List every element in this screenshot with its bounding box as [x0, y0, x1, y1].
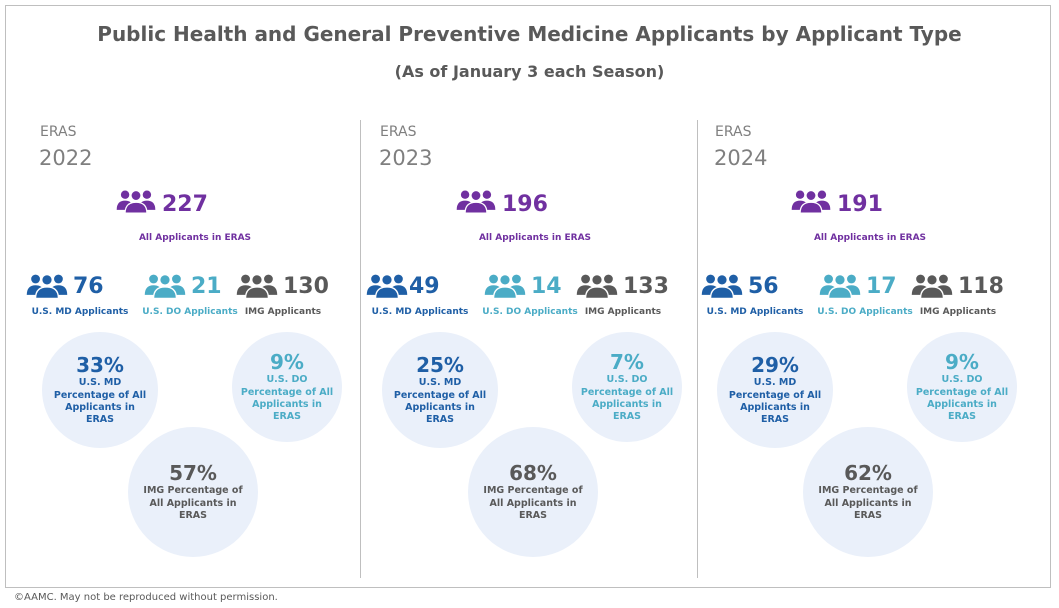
group-value: 56 [748, 274, 779, 299]
people-icon [25, 272, 69, 300]
percentage-circle: 57% IMG Percentage of All Applicants in E… [128, 427, 258, 557]
people-icon [818, 272, 862, 300]
people-icon [235, 272, 279, 300]
percentage-label: IMG Percentage of All Applicants in ERAS [818, 485, 918, 522]
percentage-value: 62% [844, 461, 892, 486]
percentage-circle: 29% U.S. MD Percentage of All Applicants … [717, 332, 833, 448]
icon-graphic [366, 273, 408, 300]
frame [5, 5, 1051, 588]
group-label: U.S. DO Applicants [142, 307, 238, 317]
group-label: IMG Applicants [584, 307, 662, 317]
system-label: ERAS [715, 124, 752, 140]
total-label: All Applicants in ERAS [813, 233, 927, 243]
percentage-circle: 9% U.S. DO Percentage of All Applicants i… [907, 332, 1017, 442]
percentage-value: 7% [610, 350, 644, 375]
group-value: 76 [73, 274, 104, 299]
year-label: 2024 [714, 146, 768, 170]
people-icon [483, 272, 527, 300]
footer: ©AAMC. May not be reproduced without per… [14, 592, 278, 603]
group-label: U.S. MD Applicants [31, 307, 129, 317]
icon-graphic [576, 273, 618, 300]
percentage-label: IMG Percentage of All Applicants in ERAS [483, 485, 583, 522]
total-label: All Applicants in ERAS [478, 233, 592, 243]
group-label: U.S. MD Applicants [371, 307, 469, 317]
people-icon [575, 272, 619, 300]
people-icon [365, 272, 409, 300]
percentage-circle: 33% U.S. MD Percentage of All Applicants … [42, 332, 158, 448]
group-value: 17 [866, 274, 897, 299]
percentage-value: 9% [270, 350, 304, 375]
icon-graphic [456, 189, 496, 214]
icon-graphic [791, 189, 831, 214]
group-value: 133 [623, 274, 669, 299]
divider [697, 120, 698, 578]
icon-graphic [236, 273, 278, 300]
group-value: 118 [958, 274, 1004, 299]
icon-graphic [484, 273, 526, 300]
icon-graphic [911, 273, 953, 300]
icon-graphic [144, 273, 186, 300]
percentage-label: U.S. MD Percentage of All Applicants in … [728, 377, 822, 426]
people-icon [115, 188, 157, 214]
percentage-label: U.S. DO Percentage of All Applicants in … [580, 374, 674, 423]
percentage-label: IMG Percentage of All Applicants in ERAS [143, 485, 243, 522]
group-label: IMG Applicants [244, 307, 322, 317]
year-label: 2023 [379, 146, 433, 170]
percentage-circle: 25% U.S. MD Percentage of All Applicants … [382, 332, 498, 448]
percentage-value: 68% [509, 461, 557, 486]
icon-graphic [819, 273, 861, 300]
percentage-circle: 7% U.S. DO Percentage of All Applicants i… [572, 332, 682, 442]
percentage-label: U.S. MD Percentage of All Applicants in … [393, 377, 487, 426]
year-label: 2022 [39, 146, 93, 170]
group-label: U.S. DO Applicants [817, 307, 913, 317]
percentage-circle: 62% IMG Percentage of All Applicants in E… [803, 427, 933, 557]
group-value: 21 [191, 274, 222, 299]
percentage-label: U.S. MD Percentage of All Applicants in … [53, 377, 147, 426]
title: Public Health and General Preventive Med… [97, 22, 962, 46]
subtitle: (As of January 3 each Season) [394, 62, 665, 81]
system-label: ERAS [40, 124, 77, 140]
group-label: IMG Applicants [919, 307, 997, 317]
total-label: All Applicants in ERAS [138, 233, 252, 243]
total-value: 227 [162, 192, 208, 217]
system-label: ERAS [380, 124, 417, 140]
icon-graphic [701, 273, 743, 300]
people-icon [700, 272, 744, 300]
percentage-label: U.S. DO Percentage of All Applicants in … [240, 374, 334, 423]
percentage-label: U.S. DO Percentage of All Applicants in … [915, 374, 1009, 423]
group-value: 14 [531, 274, 562, 299]
people-icon [790, 188, 832, 214]
percentage-value: 57% [169, 461, 217, 486]
percentage-value: 29% [751, 353, 799, 378]
total-value: 196 [502, 192, 548, 217]
group-value: 130 [283, 274, 329, 299]
percentage-value: 25% [416, 353, 464, 378]
icon-graphic [26, 273, 68, 300]
icon-graphic [116, 189, 156, 214]
percentage-value: 9% [945, 350, 979, 375]
total-value: 191 [837, 192, 883, 217]
people-icon [455, 188, 497, 214]
people-icon [910, 272, 954, 300]
group-value: 49 [409, 274, 440, 299]
group-label: U.S. DO Applicants [482, 307, 578, 317]
percentage-circle: 9% U.S. DO Percentage of All Applicants i… [232, 332, 342, 442]
divider [360, 120, 361, 578]
percentage-value: 33% [76, 353, 124, 378]
people-icon [143, 272, 187, 300]
group-label: U.S. MD Applicants [706, 307, 804, 317]
percentage-circle: 68% IMG Percentage of All Applicants in E… [468, 427, 598, 557]
